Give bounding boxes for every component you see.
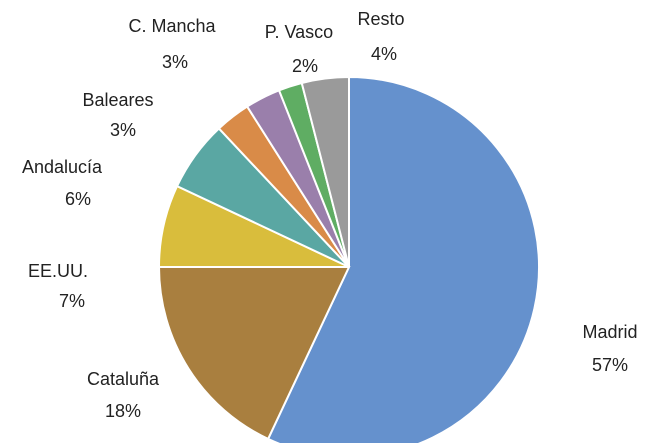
slice-label: Madrid [582, 322, 637, 342]
slice-value-label: 3% [162, 52, 188, 72]
slice-label: Resto [357, 9, 404, 29]
slice-value-label: 3% [110, 120, 136, 140]
slice-value-label: 7% [59, 291, 85, 311]
pie-slice [300, 75, 350, 268]
slice-label: EE.UU. [28, 261, 88, 281]
slice-value-label: 57% [592, 355, 628, 375]
slice-value-label: 18% [105, 401, 141, 421]
slice-value-label: 4% [371, 44, 397, 64]
slice-label: Andalucía [22, 157, 103, 177]
pie-slice [157, 266, 351, 441]
slice-label: Cataluña [87, 369, 160, 389]
slice-label: P. Vasco [265, 22, 333, 42]
slice-value-label: 6% [65, 189, 91, 209]
slice-label: C. Mancha [128, 16, 216, 36]
slice-label: Baleares [82, 90, 153, 110]
pie-slice [266, 75, 540, 443]
slice-value-label: 2% [292, 56, 318, 76]
